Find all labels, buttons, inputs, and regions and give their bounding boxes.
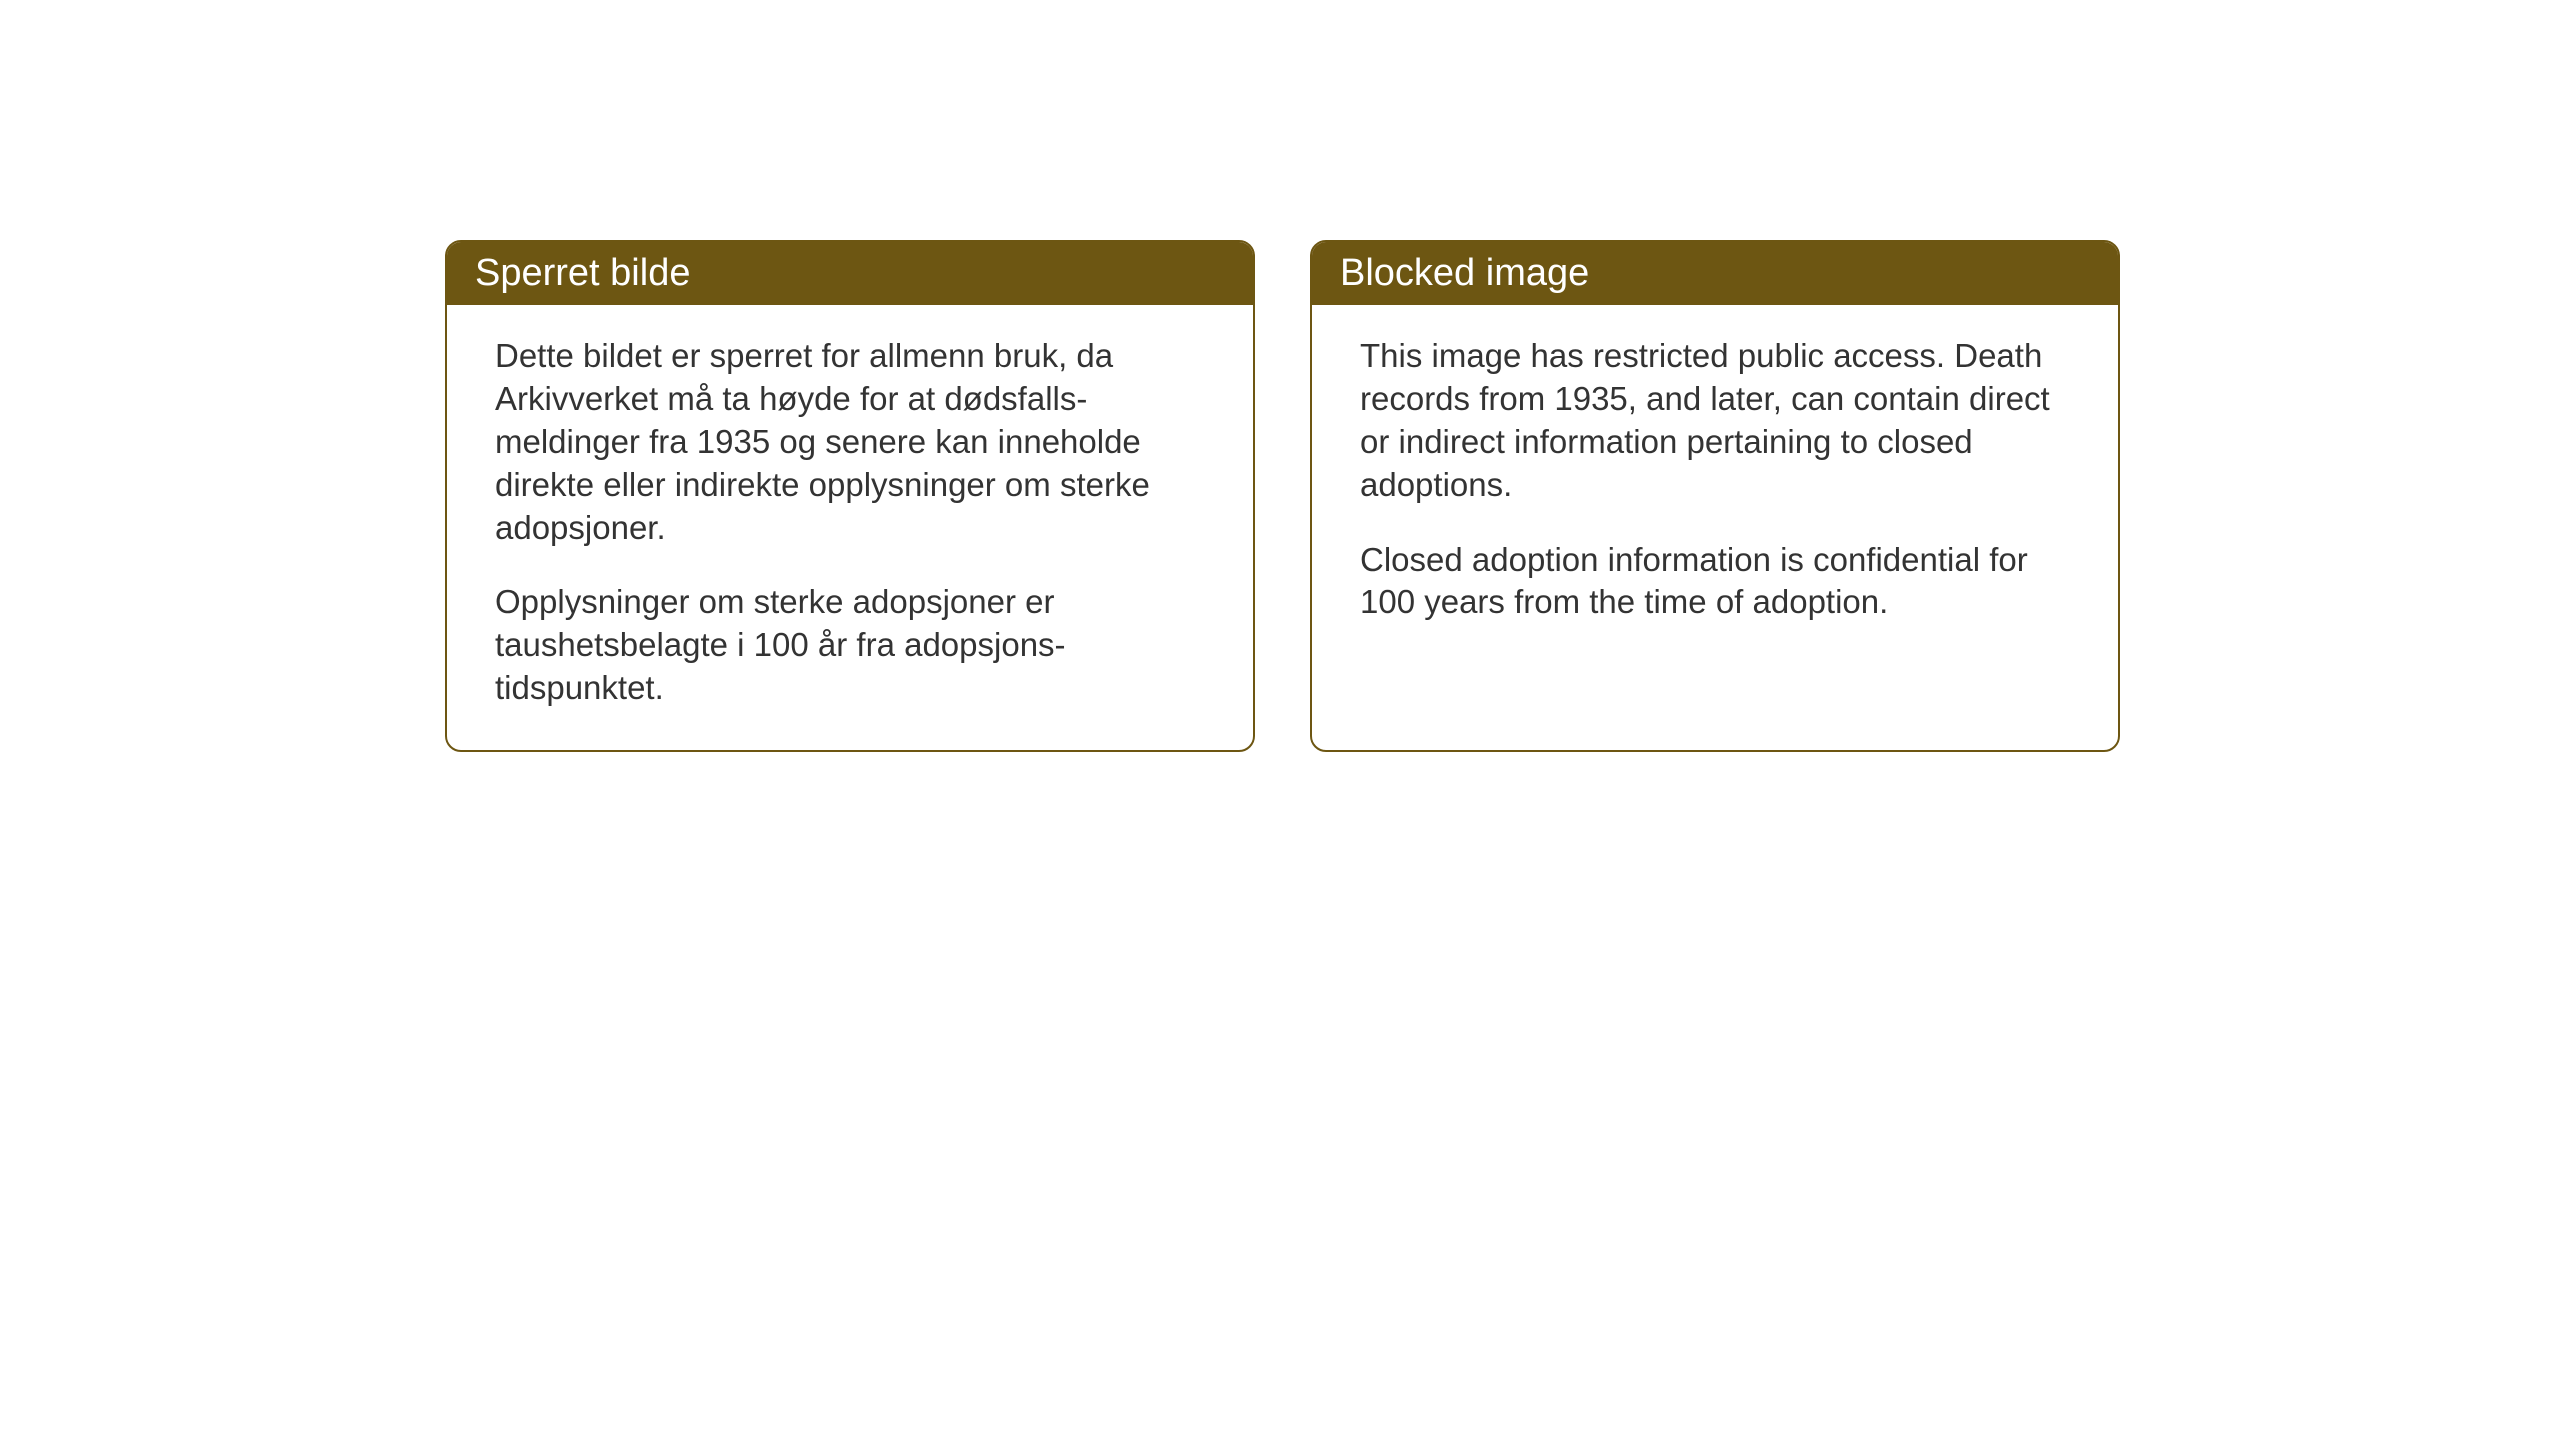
notice-paragraph-2-english: Closed adoption information is confident… [1360, 539, 2070, 625]
notice-card-english: Blocked image This image has restricted … [1310, 240, 2120, 752]
notice-header-english: Blocked image [1312, 242, 2118, 305]
notice-paragraph-1-norwegian: Dette bildet er sperret for allmenn bruk… [495, 335, 1205, 549]
notice-body-english: This image has restricted public access.… [1312, 305, 2118, 664]
notice-paragraph-1-english: This image has restricted public access.… [1360, 335, 2070, 507]
notice-paragraph-2-norwegian: Opplysninger om sterke adopsjoner er tau… [495, 581, 1205, 710]
notice-body-norwegian: Dette bildet er sperret for allmenn bruk… [447, 305, 1253, 750]
notice-card-norwegian: Sperret bilde Dette bildet er sperret fo… [445, 240, 1255, 752]
notice-header-norwegian: Sperret bilde [447, 242, 1253, 305]
notice-container: Sperret bilde Dette bildet er sperret fo… [445, 240, 2120, 752]
